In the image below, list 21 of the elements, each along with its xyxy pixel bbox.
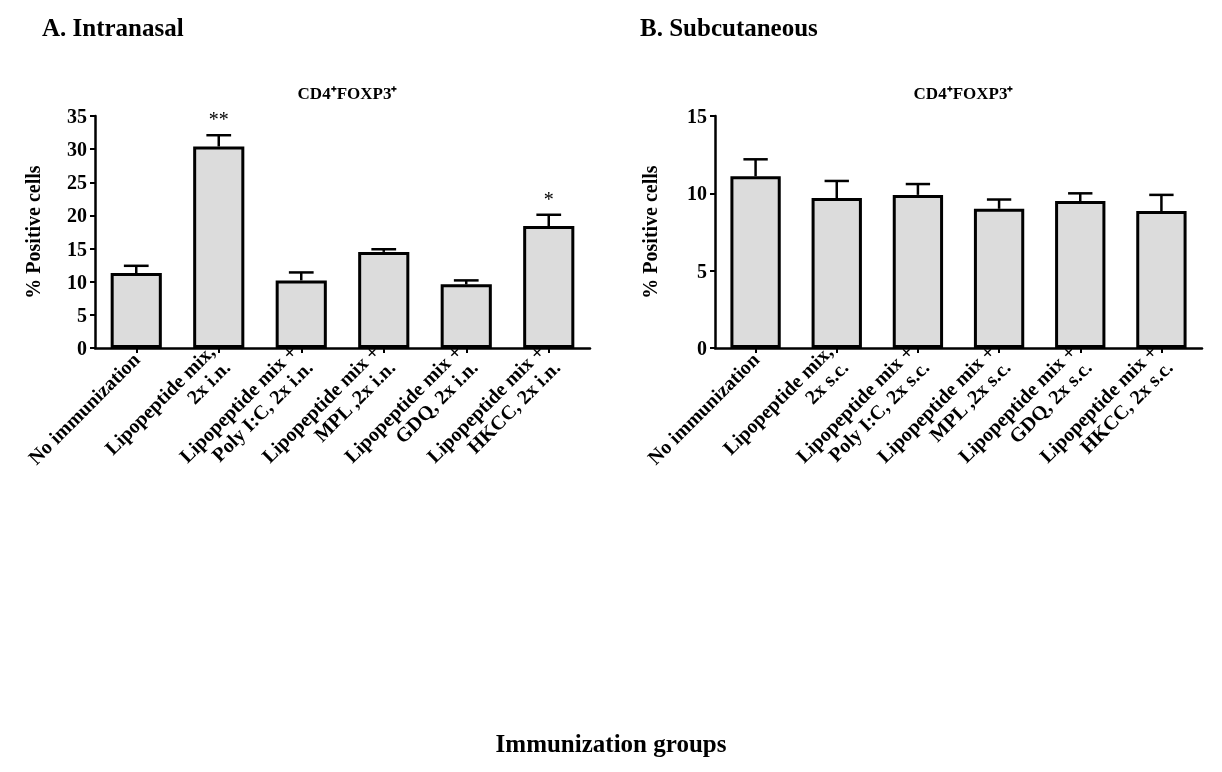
y-tick-label: 5 [77, 303, 87, 326]
y-tick-label: 0 [77, 337, 87, 359]
y-axis-title: % Positive cells [639, 165, 661, 299]
y-tick-label: 15 [687, 105, 707, 127]
chart-title: A. Intranasal [42, 14, 184, 42]
annotation: ** [208, 108, 229, 131]
y-axis-title: % Positive cells [22, 165, 44, 299]
chart-subtitle: CD4⁺FOXP3⁺ [297, 84, 398, 103]
y-tick-label: 0 [697, 337, 707, 359]
y-tick-label: 30 [67, 138, 87, 161]
y-tick-label: 15 [67, 237, 87, 260]
y-tick-label: 20 [67, 204, 87, 227]
annotation: * [543, 187, 554, 210]
x-axis-title: Immunization groups [494, 730, 728, 758]
y-tick-label: 35 [67, 105, 87, 127]
chart-subtitle: CD4⁺FOXP3⁺ [913, 84, 1014, 103]
y-tick-label: 25 [67, 171, 87, 194]
y-tick-label: 10 [67, 270, 87, 293]
y-tick-label: 5 [697, 259, 707, 282]
chart-title: B. Subcutaneous [640, 14, 818, 42]
y-tick-label: 10 [687, 182, 707, 205]
